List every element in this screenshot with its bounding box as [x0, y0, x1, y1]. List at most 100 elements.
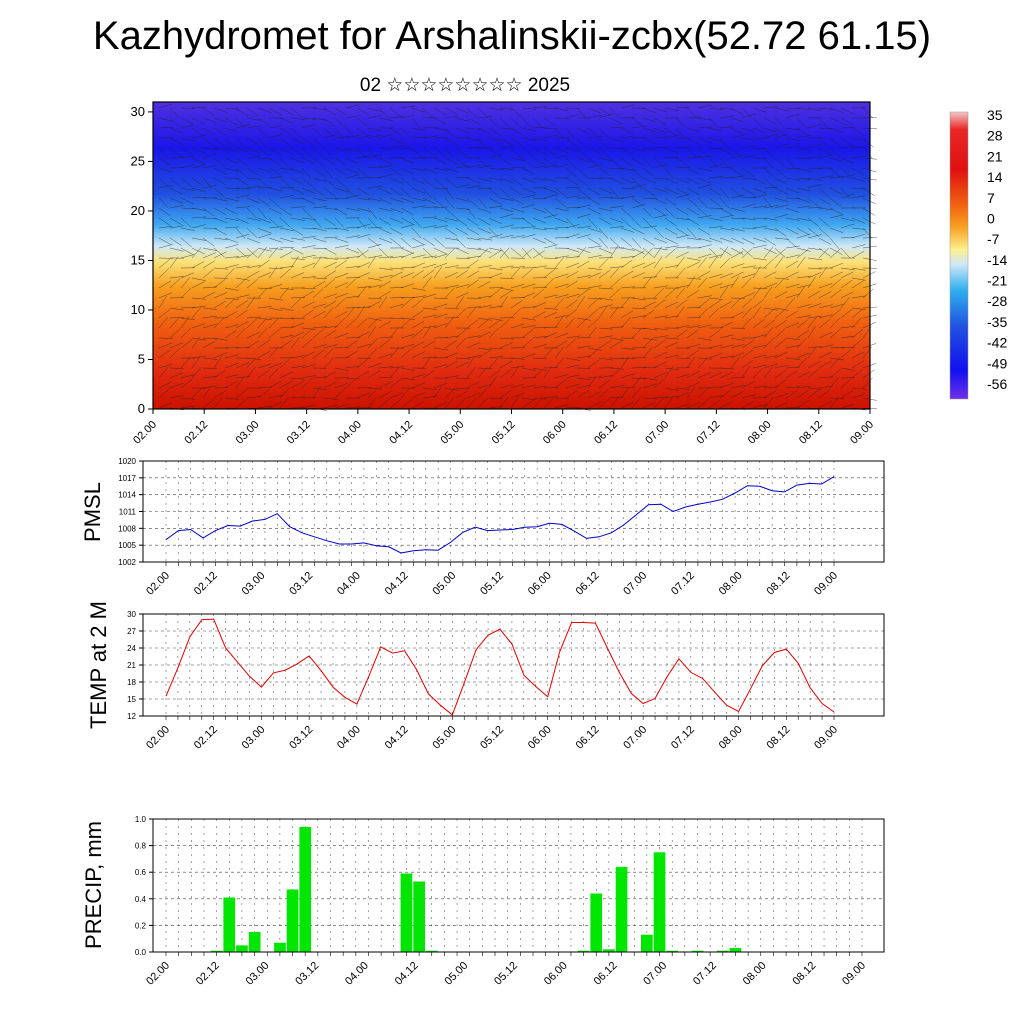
wind-barb	[752, 299, 765, 309]
wind-barb	[510, 235, 525, 239]
wind-barb	[829, 207, 843, 215]
wind-barb	[433, 197, 445, 208]
wind-barb	[719, 344, 734, 349]
wind-barb	[444, 187, 454, 200]
wind-barb	[235, 124, 250, 129]
wind-barb	[279, 127, 293, 136]
wind-barb	[400, 343, 415, 349]
wind-barb	[609, 288, 621, 299]
wind-barb	[345, 307, 360, 309]
wind-barb	[389, 286, 404, 289]
pmsl-frame	[142, 460, 885, 563]
wind-barb	[554, 283, 569, 289]
wind-barb	[741, 340, 754, 349]
wind-barb	[411, 227, 422, 239]
wind-barb	[840, 193, 855, 199]
wind-barb	[158, 185, 173, 189]
wind-barb	[246, 237, 261, 244]
wind-barb	[708, 283, 723, 289]
wind-barb	[389, 366, 404, 369]
temp-x-tick-label: 06.12	[574, 724, 602, 752]
wind-barb	[851, 360, 865, 369]
wind-barb	[158, 157, 172, 166]
wind-barb	[774, 277, 789, 280]
wind-barb	[411, 329, 424, 339]
precip-x-tick-label: 03.00	[244, 960, 272, 988]
wind-barb	[488, 227, 499, 239]
wind-barb	[829, 278, 842, 289]
wind-barb	[202, 286, 217, 289]
wind-barb	[521, 268, 533, 279]
wind-barb	[763, 247, 774, 259]
wind-barb	[488, 289, 501, 299]
wind-barb	[312, 227, 327, 232]
wind-barb	[411, 217, 423, 228]
wind-barb	[598, 237, 609, 249]
wind-barb	[598, 137, 609, 149]
wind-barb	[576, 107, 587, 119]
wind-barb	[532, 367, 547, 371]
wind-barb	[675, 193, 690, 199]
wind-barb	[235, 399, 248, 409]
wind-barb	[565, 280, 579, 289]
wind-barb	[191, 261, 205, 269]
wind-barb	[323, 293, 338, 299]
wind-barb	[389, 197, 404, 203]
wind-barb	[191, 187, 206, 192]
wind-barb	[268, 380, 282, 389]
wind-barb	[708, 117, 720, 128]
wind-barb	[532, 335, 547, 339]
wind-barb	[389, 237, 402, 247]
wind-barb	[763, 386, 778, 389]
wind-barb	[488, 154, 503, 159]
wind-barb	[554, 217, 569, 224]
wind-barb	[444, 127, 456, 138]
wind-barb	[158, 296, 167, 309]
wind-barb	[543, 157, 556, 167]
wind-barb	[642, 297, 657, 299]
wind-barb	[730, 251, 744, 259]
wind-barb	[741, 307, 752, 319]
wind-barb	[323, 325, 338, 329]
wind-barb	[400, 167, 414, 175]
wind-barb	[862, 137, 874, 148]
wind-barb	[642, 137, 656, 144]
wind-barb	[213, 279, 226, 289]
cs-x-tick-label: 02.00	[131, 419, 159, 447]
wind-barb	[433, 323, 448, 329]
wind-barb	[752, 226, 767, 229]
colorbar-label: -21	[987, 273, 1007, 289]
temp-x-tick-label: 02.00	[144, 724, 172, 752]
wind-barb	[807, 257, 822, 261]
wind-barb	[389, 187, 402, 196]
wind-barb	[796, 117, 808, 129]
wind-barb	[290, 187, 304, 195]
wind-barb	[752, 319, 765, 329]
wind-barb	[543, 117, 556, 127]
wind-barb	[675, 157, 688, 166]
wind-barb	[774, 338, 786, 349]
wind-barb	[664, 337, 679, 340]
wind-barb	[290, 396, 305, 399]
wind-barb	[202, 127, 216, 136]
wind-barb	[609, 367, 624, 370]
pmsl-x-tick-label: 09.00	[812, 570, 840, 598]
wind-barb	[719, 401, 733, 409]
wind-barb	[202, 268, 214, 279]
wind-barb	[851, 277, 866, 281]
wind-barb	[477, 247, 492, 253]
wind-barb	[257, 186, 272, 189]
wind-barb	[543, 366, 552, 379]
wind-barb	[576, 177, 589, 187]
wind-barb	[466, 164, 481, 169]
wind-barb	[246, 357, 261, 360]
wind-barb	[664, 245, 679, 249]
wind-barb	[664, 107, 679, 112]
wind-barb	[818, 304, 833, 309]
wind-barb	[499, 287, 514, 291]
wind-barb	[224, 397, 239, 400]
wind-barb	[477, 115, 492, 119]
wind-barb	[389, 217, 404, 224]
wind-barb	[829, 308, 842, 319]
